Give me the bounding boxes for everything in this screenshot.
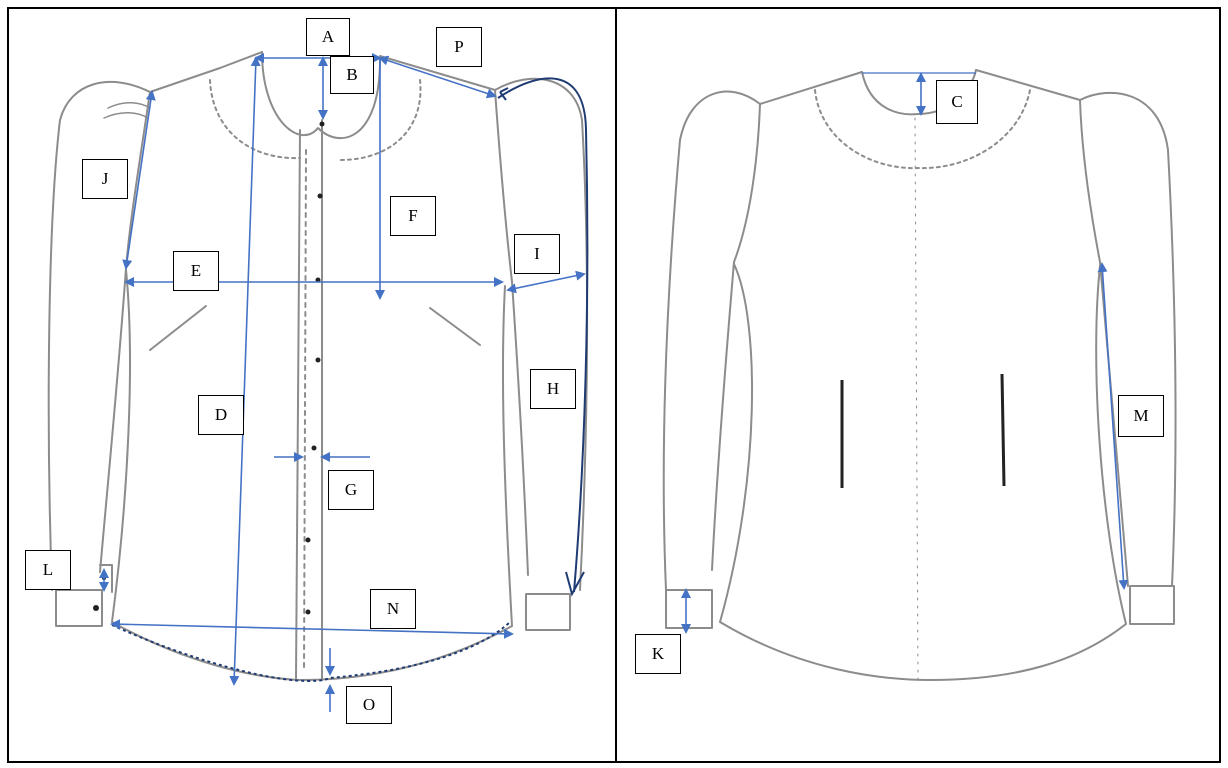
label-M: M (1118, 395, 1164, 437)
hem-curve-dotted (111, 621, 511, 682)
front-right-cuff (525, 593, 571, 631)
label-D: D (198, 395, 244, 435)
arrow-I (506, 270, 586, 294)
back-darts (840, 373, 1006, 488)
front-right-sleeve (494, 77, 589, 591)
label-K: K (635, 634, 681, 674)
arrow-H-curve (497, 77, 589, 593)
arrow-J (122, 90, 156, 270)
back-right-sleeve (1079, 91, 1177, 587)
front-measurements (99, 53, 586, 712)
arrow-D (229, 56, 261, 686)
arrow-M (1097, 262, 1129, 590)
back-right-cuff (1129, 585, 1175, 625)
label-P: P (436, 27, 482, 67)
label-O: O (346, 686, 392, 724)
panel-divider (615, 7, 617, 763)
label-H: H (530, 369, 576, 409)
label-L: L (25, 550, 71, 590)
arrow-P (378, 55, 497, 99)
label-F: F (390, 196, 436, 236)
back-body (719, 263, 1127, 681)
arrow-N (110, 619, 514, 639)
label-J: J (82, 159, 128, 199)
front-right-dart (429, 307, 481, 346)
label-B: B (330, 56, 374, 94)
back-left-sleeve (662, 90, 761, 591)
back-view (662, 69, 1177, 681)
front-view (47, 51, 589, 681)
front-collar (261, 51, 381, 140)
label-I: I (514, 234, 560, 274)
front-left-cuff (55, 589, 103, 627)
back-measurements (681, 72, 1129, 634)
back-left-cuff (665, 589, 713, 629)
label-G: G (328, 470, 374, 510)
front-left-dart (149, 305, 207, 351)
label-E: E (173, 251, 219, 291)
label-C: C (936, 80, 978, 124)
label-N: N (370, 589, 416, 629)
front-placket (295, 119, 323, 681)
front-body (111, 51, 513, 681)
label-A: A (306, 18, 350, 56)
